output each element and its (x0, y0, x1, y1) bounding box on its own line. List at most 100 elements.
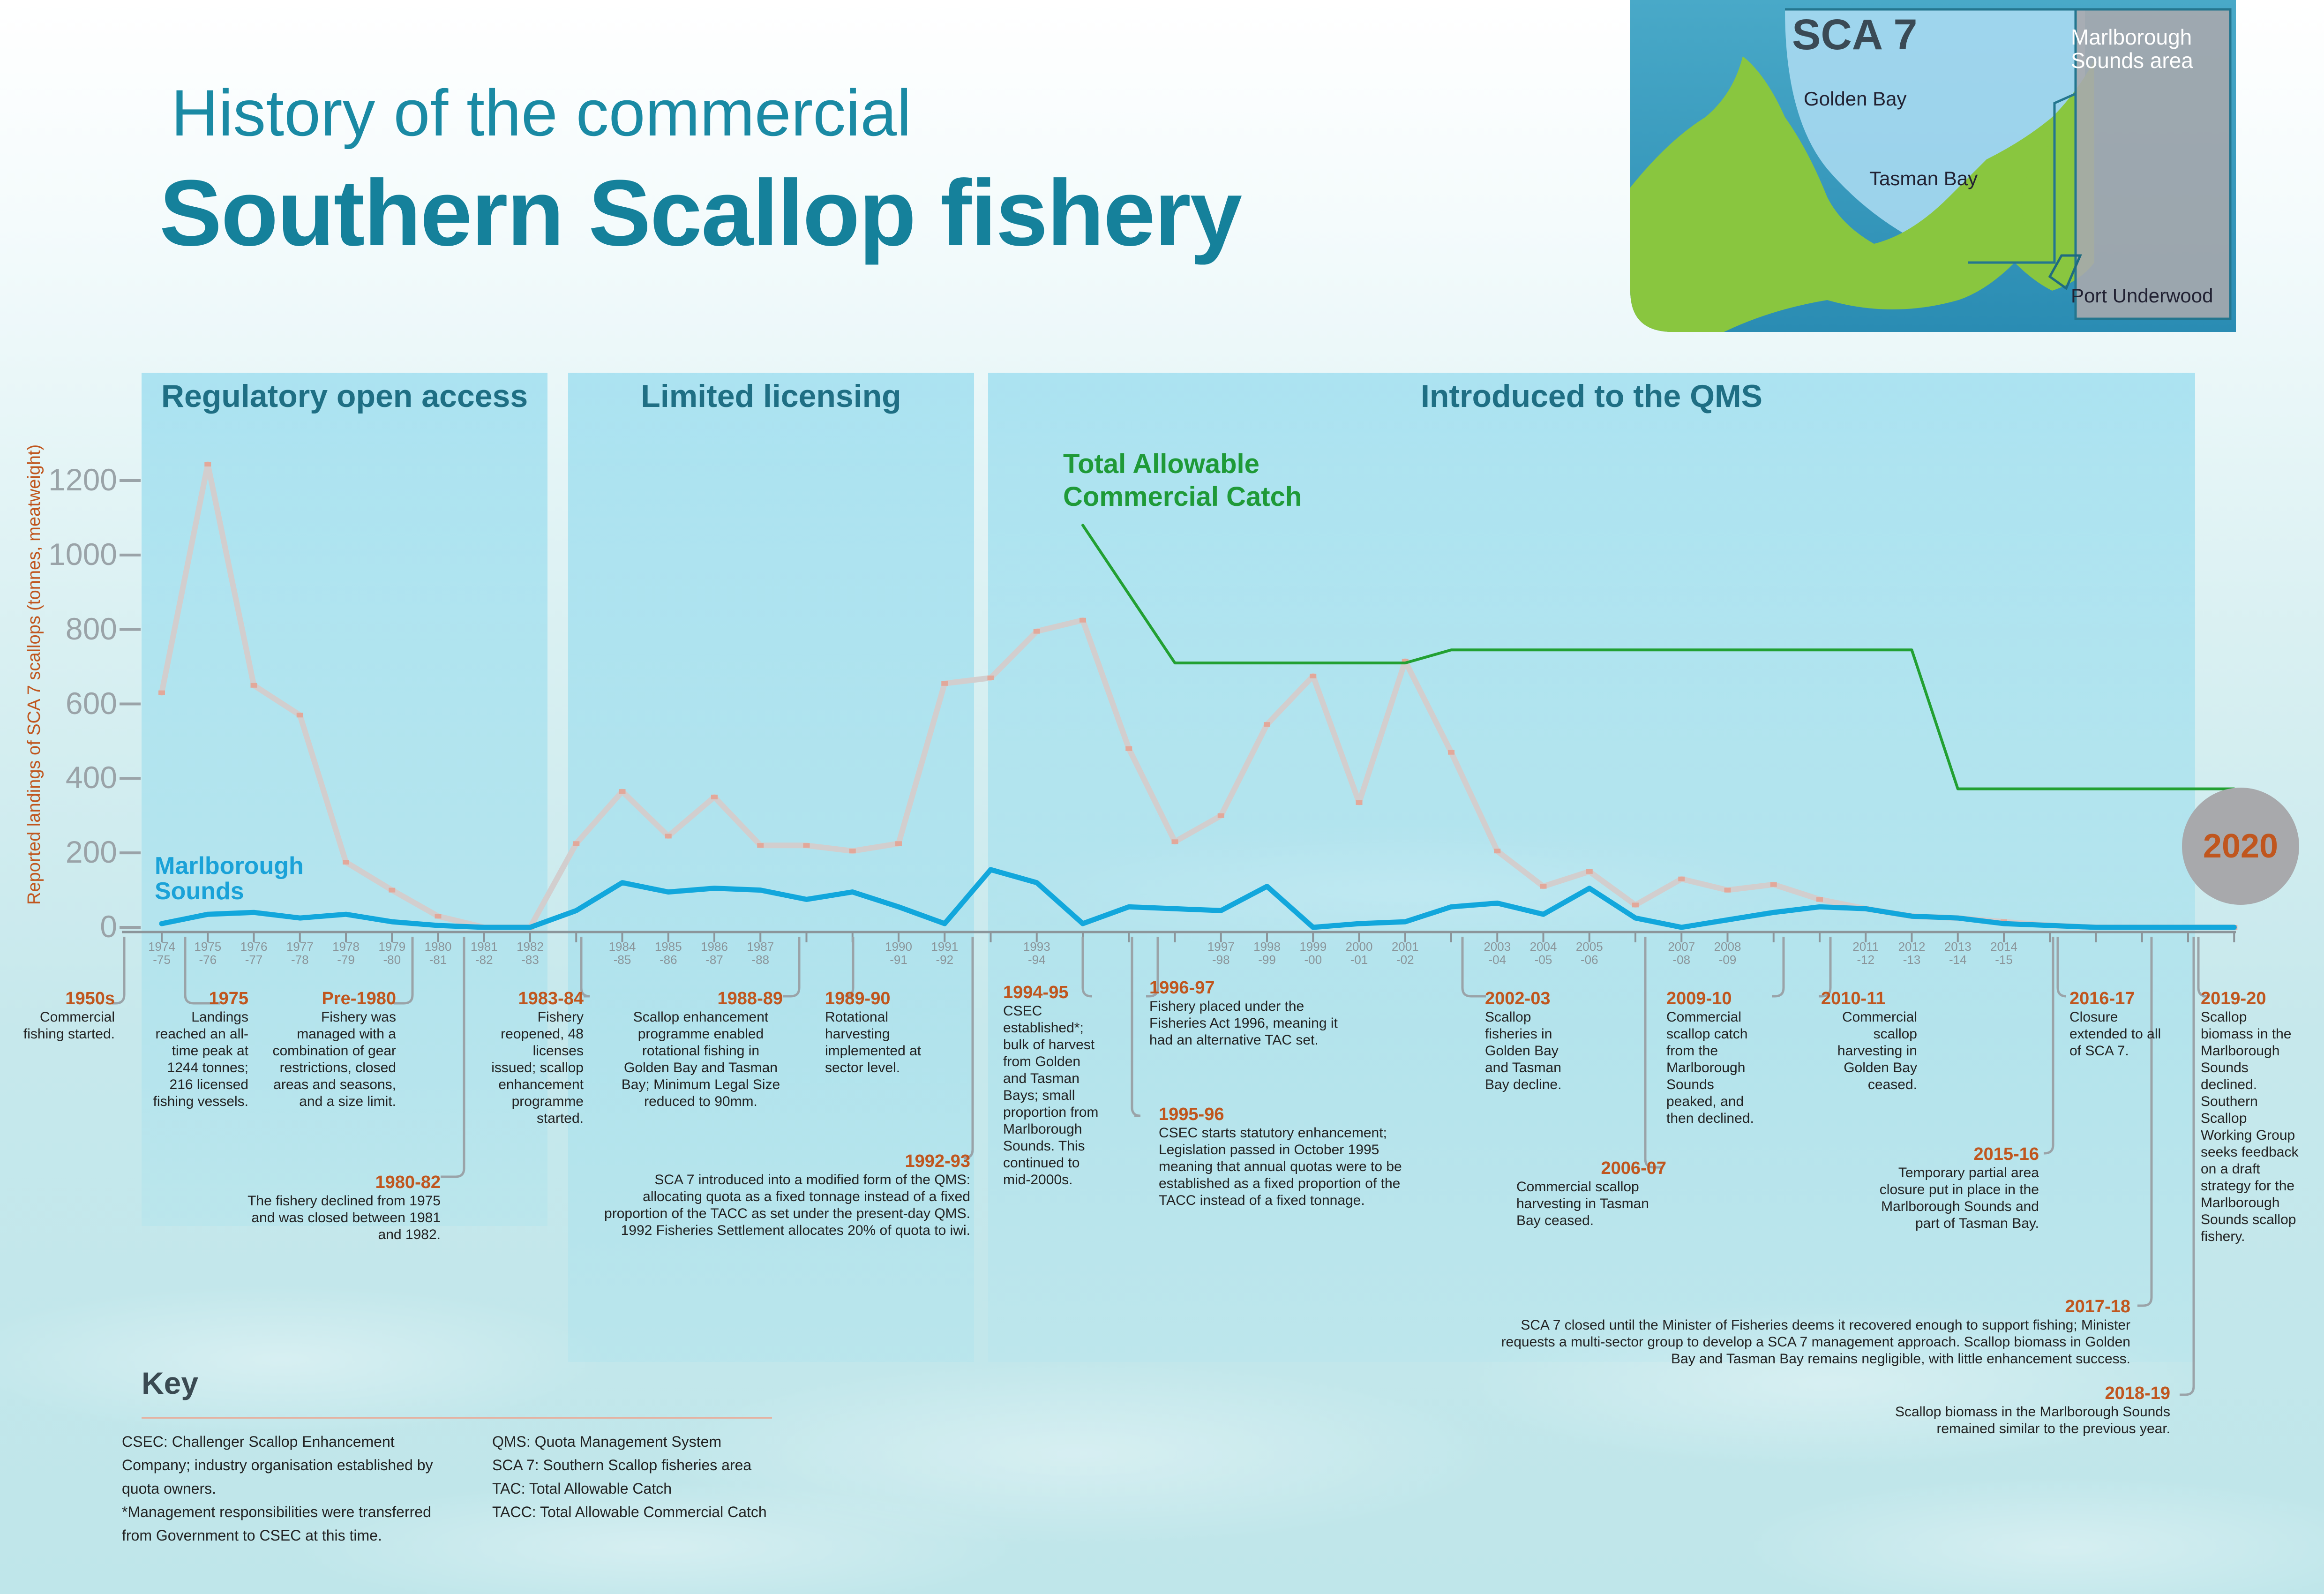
y-tick-label: 1200 (48, 462, 117, 497)
total-landings-point (1724, 887, 1731, 893)
x-tick-label: 1980 -81 (424, 940, 452, 967)
event-1950s: 1950s Commercial fishing started. (19, 988, 115, 1043)
y-tick-label: 200 (65, 835, 117, 870)
total-landings-point (1264, 722, 1270, 727)
total-landings-point (1033, 629, 1040, 634)
key-left-line: CSEC: Challenger Scallop Enhancement (122, 1433, 395, 1450)
x-tick-label: 1999 -00 (1299, 940, 1327, 967)
event-year: 2018-19 (2105, 1383, 2170, 1403)
event-year: 1989-90 (825, 989, 891, 1008)
x-tick-label: 2005 -06 (1575, 940, 1603, 967)
event-text: Fishery placed under the Fisheries Act 1… (1149, 999, 1338, 1048)
event-2019-20: 2019-20 Scallop biomass in the Marlboroug… (2201, 988, 2302, 1245)
event-2009-10: 2009-10 Commercial scallop catch from the… (1666, 988, 1760, 1127)
key-left-column: CSEC: Challenger Scallop Enhancement Com… (122, 1430, 478, 1547)
phase-panel-open-access (142, 373, 547, 1226)
map-port-underwood-label: Port Underwood (2071, 285, 2213, 307)
event-2015-16: 2015-16 Temporary partial area closure pu… (1875, 1144, 2039, 1232)
year-2020-badge: 2020 (2182, 788, 2299, 905)
event-text: Scallop biomass in the Marlborough Sound… (1895, 1404, 2170, 1436)
event-leader-line (112, 937, 126, 1005)
phase-heading-limited-licensing: Limited licensing (641, 378, 901, 414)
tacc-series-label-line-2: Commercial Catch (1063, 481, 1302, 512)
event-text: SCA 7 introduced into a modified form of… (604, 1172, 970, 1238)
key-left-line: Company; industry organisation establish… (122, 1457, 433, 1474)
event-text: Commercial scallop catch from the Marlbo… (1666, 1009, 1754, 1126)
event-leader-line (1819, 937, 1832, 998)
total-landings-point (1310, 673, 1317, 678)
total-landings-point (895, 841, 902, 846)
event-text: The fishery declined from 1975 and was c… (247, 1193, 441, 1242)
event-year: 2010-11 (1821, 989, 1886, 1008)
event-year: 1992-93 (905, 1151, 970, 1171)
x-tick-label: 2011 -12 (1852, 940, 1879, 967)
total-landings-point (1171, 839, 1178, 844)
event-leader-line (2056, 937, 2067, 998)
x-tick-label: 1984 -85 (608, 940, 636, 967)
total-landings-point (250, 683, 257, 688)
event-text: CSEC starts statutory enhancement; Legis… (1159, 1125, 1402, 1208)
total-landings-point (389, 887, 396, 893)
event-text: Scallop enhancement programme enabled ro… (621, 1009, 780, 1109)
event-leader-line (394, 937, 414, 1005)
event-year: 2016-17 (2069, 989, 2135, 1008)
tacc-series-label-line-1: Total Allowable (1063, 449, 1259, 479)
event-leader-line (964, 937, 974, 1159)
y-tick-label: 0 (100, 909, 117, 944)
event-2010-11: 2010-11 Commercial scallop harvesting in … (1821, 988, 1917, 1093)
key-right-line: SCA 7: Southern Scallop fisheries area (492, 1457, 752, 1474)
total-landings-point (1448, 750, 1454, 755)
event-text: Commercial fishing started. (23, 1009, 115, 1042)
x-tick-label: 1975 -76 (194, 940, 222, 967)
total-landings-point (1080, 617, 1086, 623)
event-leader-line (2197, 937, 2207, 998)
event-text: Fishery was managed with a combination o… (272, 1009, 397, 1109)
total-landings-point (1125, 746, 1132, 751)
year-2020-badge-text: 2020 (2203, 827, 2279, 865)
phase-heading-qms: Introduced to the QMS (1420, 378, 1763, 414)
x-tick-label: 2013 -14 (1944, 940, 1972, 967)
total-landings-point (711, 795, 718, 800)
event-text: Scallop fisheries in Golden Bay and Tasm… (1485, 1009, 1562, 1092)
key-left-line: from Government to CSEC at this time. (122, 1527, 382, 1544)
map-marlborough-label-2: Sounds area (2071, 48, 2193, 73)
event-text: Landings reached an all-time peak at 124… (153, 1009, 248, 1109)
event-year: 1950s (65, 989, 115, 1008)
event-text: Commercial scallop harvesting in Tasman … (1516, 1179, 1649, 1228)
x-tick-label: 2014 -15 (1990, 940, 2017, 967)
total-landings-point (1494, 849, 1501, 854)
total-landings-point (573, 841, 580, 846)
total-landings-point (1770, 882, 1777, 887)
total-landings-point (158, 690, 165, 695)
event-1988-89: 1988-89 Scallop enhancement programme ena… (619, 988, 783, 1110)
total-landings-point (1402, 659, 1409, 664)
y-tick-label: 600 (65, 685, 117, 721)
x-tick-label: 2007 -08 (1668, 940, 1695, 967)
key-title: Key (142, 1366, 199, 1400)
event-1983-84: 1983-84 Fishery reopened, 48 licenses iss… (487, 988, 584, 1127)
total-landings-point (1678, 876, 1685, 881)
event-2017-18: 2017-18 SCA 7 closed until the Minister o… (1500, 1296, 2130, 1368)
x-tick-label: 1998 -99 (1253, 940, 1281, 967)
event-pre-1980: Pre-1980 Fishery was managed with a combi… (272, 988, 397, 1110)
event-year: 2017-18 (2065, 1297, 2130, 1316)
total-landings-point (941, 681, 948, 686)
event-2016-17: 2016-17 Closure extended to all of SCA 7. (2069, 988, 2163, 1060)
x-tick-label: 1982 -83 (517, 940, 544, 967)
total-landings-point (1586, 869, 1593, 874)
phase-panel-qms (988, 373, 2195, 1362)
x-tick-label: 2003 -04 (1484, 940, 1511, 967)
sca7-map: SCA 7 Marlborough Sounds area Golden Bay… (1630, 0, 2236, 332)
event-1994-95: 1994-95 CSEC established*; bulk of harves… (1003, 982, 1104, 1188)
x-tick-label: 2004 -05 (1529, 940, 1557, 967)
key-left-line: quota owners. (122, 1480, 217, 1497)
total-landings-point (343, 860, 349, 865)
event-leader-line (184, 937, 220, 1005)
x-tick-label: 1993 -94 (1023, 940, 1050, 967)
event-leader-line (2044, 937, 2054, 1155)
event-leader-line (1131, 937, 1141, 1117)
x-tick-label: 2012 -13 (1898, 940, 1926, 967)
event-year: 1983-84 (518, 989, 584, 1008)
x-tick-label: 1974 -75 (148, 940, 175, 967)
